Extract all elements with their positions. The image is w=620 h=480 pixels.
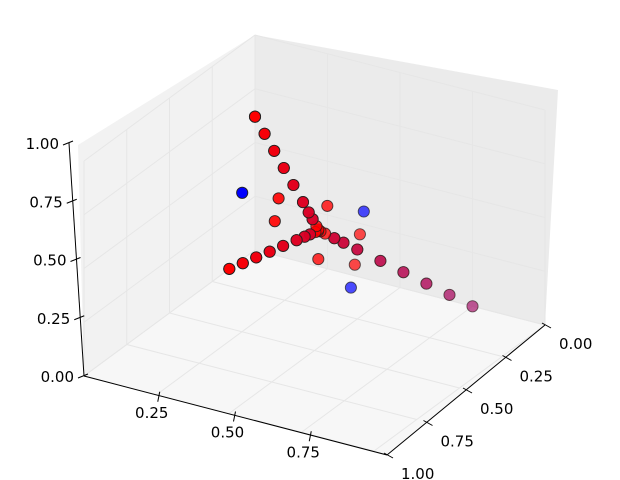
grid-line [254, 142, 546, 218]
x-tick-mark [502, 355, 512, 361]
red-point [250, 251, 263, 264]
red-point [443, 288, 456, 301]
red-point [466, 300, 479, 313]
x-tick-mark [423, 420, 433, 426]
grid-line [83, 34, 256, 162]
red-point [268, 144, 281, 157]
red-point [397, 266, 410, 279]
grid-line [126, 344, 417, 420]
grid-line [301, 305, 473, 433]
red-point [287, 178, 300, 192]
left-pane [78, 35, 255, 376]
red-point [236, 257, 249, 270]
red-point [277, 161, 290, 175]
red-point [374, 254, 387, 267]
z-tick-mark [66, 198, 77, 204]
red-point [263, 245, 276, 258]
grid-line [373, 324, 546, 452]
x-tick-mark [541, 322, 552, 329]
red-point [248, 110, 262, 123]
blue-point [466, 300, 479, 313]
x-tick-label: 0.75 [441, 433, 474, 451]
grid-line [83, 88, 256, 216]
red-point [223, 262, 236, 275]
z-tick-mark [62, 140, 74, 146]
y-tick-label: 0.50 [211, 424, 244, 442]
y-axis-ticks: 0.25 0.50 0.75 [135, 391, 320, 461]
x-tick-label: 0.25 [520, 368, 553, 386]
right-pane [255, 35, 558, 325]
z-tick-mark [77, 373, 89, 379]
x-tick-mark [383, 452, 394, 459]
axis-panes [78, 35, 558, 455]
y-tick-mark [308, 431, 312, 442]
red-point [272, 192, 285, 205]
grid-line [254, 88, 546, 165]
z-tick-label: 1.00 [26, 135, 59, 153]
red-point [258, 127, 271, 140]
red-point [312, 253, 325, 266]
red-point [302, 206, 315, 219]
y-tick-mark [157, 391, 161, 402]
red-point [277, 239, 290, 252]
blue-point [357, 205, 370, 218]
grid-line [254, 34, 546, 111]
grid-line [169, 312, 460, 389]
z-tick-label: 0.25 [37, 310, 70, 328]
z-tick-label: 0.00 [41, 368, 74, 386]
red-point [351, 243, 364, 256]
red-point [348, 258, 361, 271]
y-tick-mark [233, 411, 236, 422]
x-tick-label: 0.50 [480, 400, 513, 418]
red-point [353, 228, 366, 241]
red-point [268, 215, 281, 228]
x-tick-label: 1.00 [401, 465, 434, 480]
y-tick-label: 0.25 [135, 404, 168, 422]
z-tick-mark [70, 257, 81, 262]
red-point [290, 234, 303, 247]
red-point [296, 196, 310, 209]
red-point [420, 277, 433, 290]
z-axis-ticks: 0.00 0.25 0.50 0.75 1.00 [26, 135, 89, 386]
z-tick-label: 0.75 [29, 193, 62, 211]
blue-point [236, 186, 249, 199]
z-tick-mark [74, 315, 85, 321]
y-tick-label: 0.75 [287, 443, 320, 461]
x-tick-mark [462, 387, 473, 394]
blue-point [344, 281, 357, 294]
data-points [223, 110, 479, 313]
floor-pane [84, 250, 545, 455]
z-tick-label: 0.50 [33, 252, 66, 270]
blue-point [443, 288, 456, 301]
y-axis-line [83, 375, 388, 456]
x-tick-label: 0.00 [559, 335, 592, 353]
red-point [321, 199, 334, 212]
grid-line [83, 142, 256, 269]
x-axis-ticks: 0.00 0.25 0.50 0.75 1.00 [383, 322, 592, 480]
